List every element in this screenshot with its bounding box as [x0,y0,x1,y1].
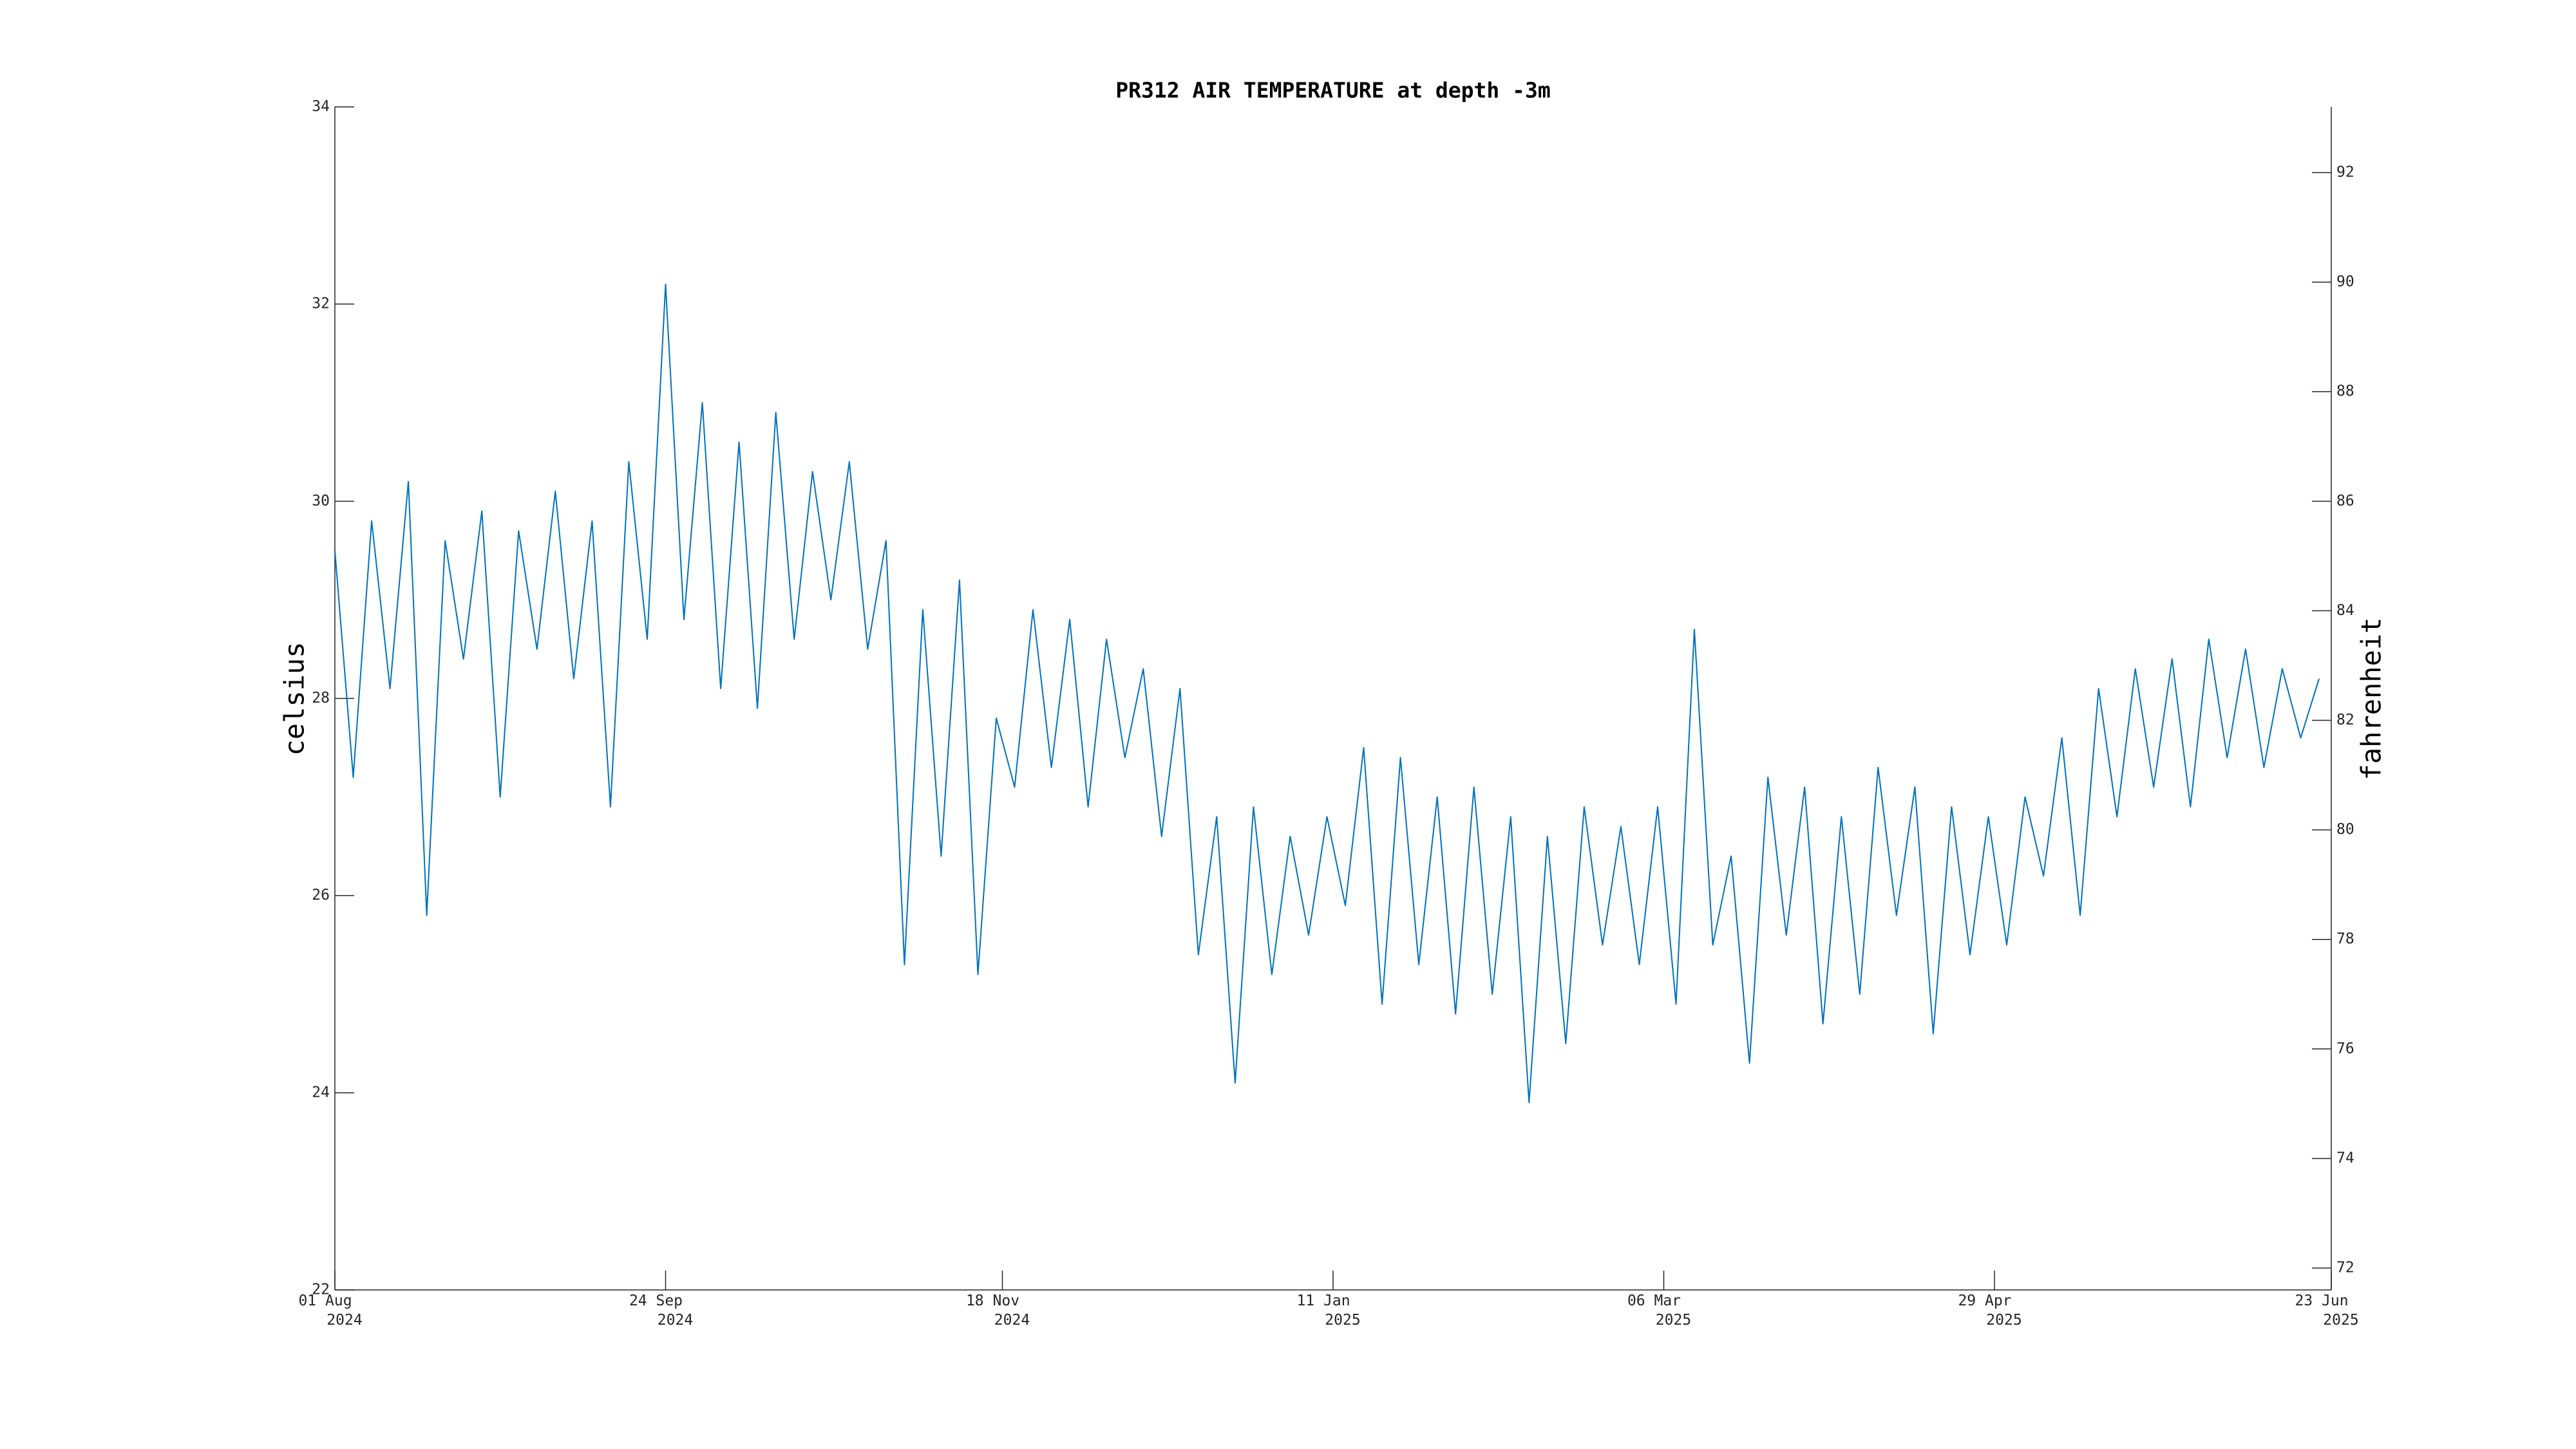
y2-tick-label: 82 [2336,712,2354,728]
y2-tick-label: 88 [2336,383,2354,400]
y-tick-label: 34 [312,99,330,115]
x-tick-label: 23 Jun 2025 [2295,1293,2358,1329]
y-tick-label: 32 [312,296,330,312]
y2-tick-label: 78 [2336,931,2354,947]
y2-tick-label: 84 [2336,602,2354,619]
y-tick-label: 28 [312,690,330,706]
x-tick-label: 18 Nov 2024 [966,1293,1030,1329]
y2-tick-label: 76 [2336,1040,2354,1057]
y-tick-label: 30 [312,493,330,509]
chart-title: PR312 AIR TEMPERATURE at depth -3m [1115,78,1551,103]
y2-tick-label: 90 [2336,274,2354,290]
y-tick-label: 26 [312,887,330,904]
x-tick-label: 29 Apr 2025 [1958,1293,2022,1329]
y2-tick-label: 92 [2336,164,2354,181]
y2-axis-label: fahrenheit [2356,618,2387,781]
x-tick-label: 01 Aug 2024 [298,1293,362,1329]
y-tick-label: 24 [312,1084,330,1101]
y2-tick-label: 86 [2336,493,2354,509]
y-tick-label: 22 [312,1282,330,1298]
y2-tick-label: 80 [2336,821,2354,838]
y-axis-label: celsius [279,641,310,755]
x-tick-label: 11 Jan 2025 [1296,1293,1360,1329]
y2-tick-label: 72 [2336,1259,2354,1276]
data-line [334,283,2320,1104]
x-tick-label: 06 Mar 2025 [1627,1293,1691,1329]
x-tick-label: 24 Sep 2024 [629,1293,693,1329]
y2-tick-label: 74 [2336,1150,2354,1166]
